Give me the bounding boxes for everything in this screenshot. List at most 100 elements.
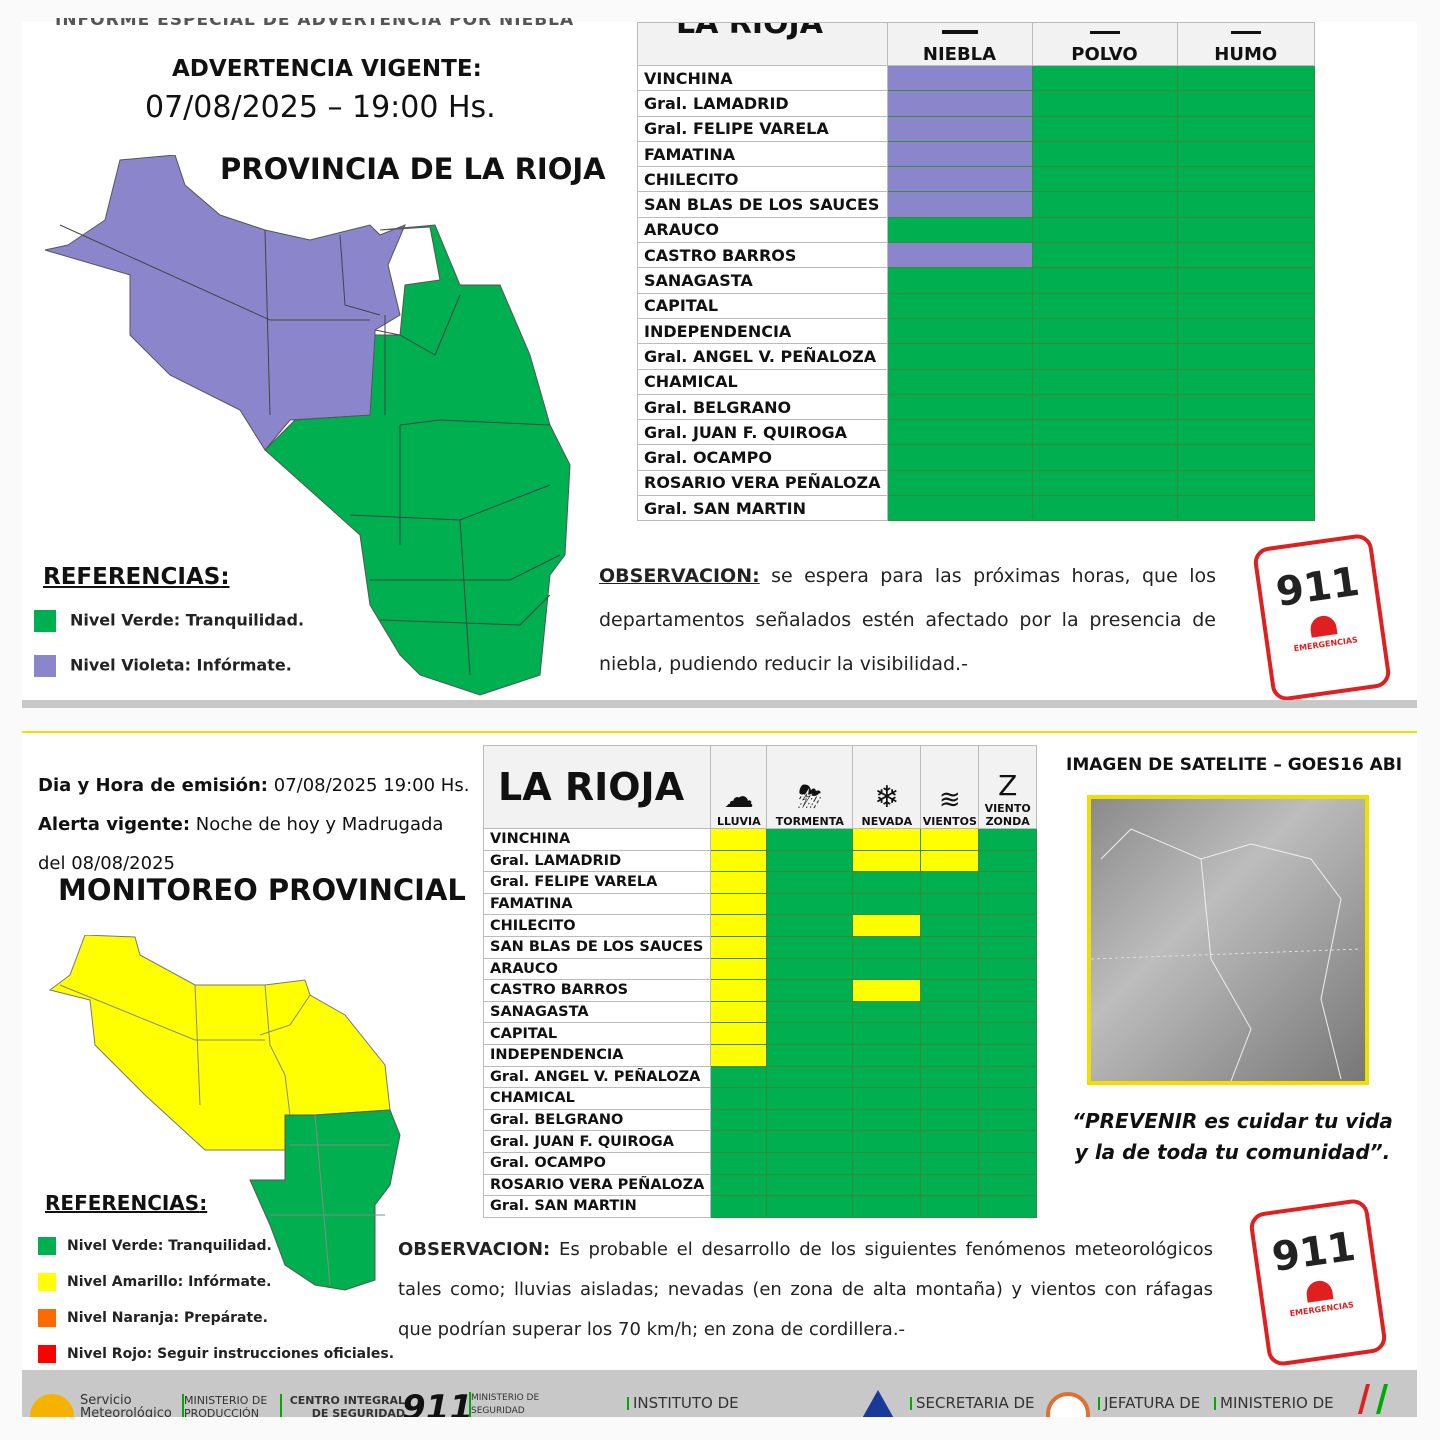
alert-value: Noche de hoy y Madrugada del 08/08/2025: [38, 814, 444, 874]
level-cell-green: [852, 1000, 922, 1024]
level-cell-green: [920, 935, 980, 959]
department-name: VINCHINA: [482, 828, 712, 851]
level-cell-violet: [886, 242, 1033, 269]
level-cell-green: [852, 1173, 922, 1197]
department-name: Gral. BELGRANO: [637, 393, 888, 421]
emission-label: Dia y Hora de emisión:: [38, 775, 269, 796]
alert-label: Alerta vigente:: [38, 814, 191, 835]
table-row: Gral. OCAMPO: [637, 444, 1315, 471]
col-humo: HUMO: [1176, 22, 1315, 66]
department-name: Gral. LAMADRID: [482, 849, 712, 873]
level-cell-green: [978, 914, 1037, 937]
satellite-title: IMAGEN DE SATELITE – GOES16 ABI: [1066, 755, 1403, 775]
department-name: CAPITAL: [637, 292, 888, 319]
level-cell-green: [852, 1065, 922, 1089]
reference-label: Nivel Naranja: Prepárate.: [67, 1310, 268, 1326]
level-cell-green: [1031, 115, 1178, 142]
level-cell-green: [1031, 90, 1178, 117]
level-cell-green: [766, 979, 854, 1002]
table-row: CASTRO BARROS: [637, 242, 1315, 269]
level-cell-green: [886, 292, 1033, 319]
department-name: CHILECITO: [637, 166, 888, 193]
level-cell-green: [978, 1065, 1037, 1089]
level-cell-green: [1031, 166, 1178, 193]
level-cell-green: [1176, 267, 1315, 294]
snowflake-icon: ❄: [874, 780, 900, 815]
table-row: VINCHINA: [482, 828, 1037, 851]
level-cell-green: [978, 1108, 1037, 1132]
table-title-text: LA RIOJA: [498, 765, 685, 809]
level-cell-green: [766, 1173, 854, 1197]
level-cell-green: [978, 1000, 1037, 1024]
table-row: SAN BLAS DE LOS SAUCES: [637, 191, 1315, 218]
level-cell-green: [978, 1195, 1037, 1218]
logo-secretaria: SECRETARIA DE: [910, 1396, 1035, 1411]
level-cell-green: [920, 871, 980, 894]
level-cell-green: [852, 957, 922, 981]
level-cell-green: [1176, 469, 1315, 497]
table-row: Gral. SAN MARTIN: [482, 1195, 1037, 1218]
level-cell-green: [1176, 115, 1315, 142]
level-cell-green: [886, 317, 1033, 345]
department-name: Gral. JUAN F. QUIROGA: [637, 419, 888, 446]
violet-swatch: [34, 655, 56, 677]
footer-logos: Servicio Meteorológico MINISTERIO DE PRO…: [22, 1370, 1417, 1417]
table-row: Gral. FELIPE VARELA: [482, 871, 1037, 894]
level-cell-yellow: [710, 828, 768, 851]
level-cell-green: [978, 979, 1037, 1002]
level-cell-green: [766, 1065, 854, 1089]
level-cell-green: [920, 1087, 980, 1110]
badge-text: EMERGENCIAS: [1289, 1300, 1355, 1319]
department-name: Gral. SAN MARTIN: [637, 495, 888, 522]
level-cell-green: [852, 1195, 922, 1218]
smoke-icon: [1230, 30, 1261, 34]
level-cell-yellow: [710, 871, 768, 894]
level-cell-green: [766, 849, 854, 873]
department-name: CASTRO BARROS: [482, 979, 712, 1002]
department-name: Gral. SAN MARTIN: [482, 1195, 712, 1218]
level-cell-green: [920, 1130, 980, 1153]
level-cell-green: [766, 1087, 854, 1110]
satellite-outline: [1090, 828, 1362, 1082]
level-cell-green: [920, 1043, 980, 1067]
department-name: Gral. LAMADRID: [637, 90, 888, 117]
level-cell-green: [852, 1087, 922, 1110]
level-cell-green: [1176, 191, 1315, 218]
level-cell-green: [920, 979, 980, 1002]
level-cell-green: [886, 469, 1033, 497]
level-cell-green: [1176, 166, 1315, 193]
level-cell-green: [1031, 495, 1178, 522]
reference-label: Nivel Verde: Tranquilidad.: [67, 1238, 272, 1254]
logo-text: Servicio Meteorológico: [80, 1393, 172, 1417]
level-cell-green: [920, 1151, 980, 1175]
department-name: ROSARIO VERA PEÑALOZA: [482, 1173, 712, 1197]
level-cell-green: [710, 1087, 768, 1110]
level-cell-green: [978, 1043, 1037, 1067]
level-cell-green: [766, 957, 854, 981]
table-row: Gral. LAMADRID: [637, 90, 1315, 117]
level-cell-green: [978, 871, 1037, 894]
smn-icon: [30, 1394, 74, 1417]
level-cell-green: [1176, 343, 1315, 370]
level-cell-green: [766, 935, 854, 959]
level-cell-green: [766, 828, 854, 851]
table-row: CHILECITO: [482, 914, 1037, 937]
department-name: Gral. FELIPE VARELA: [637, 115, 888, 142]
orange-swatch: [38, 1309, 56, 1327]
col-label: NIEBLA: [922, 44, 997, 65]
table-row: CHAMICAL: [482, 1087, 1037, 1110]
level-cell-green: [886, 393, 1033, 421]
level-cell-green: [766, 892, 854, 916]
table-row: Gral. OCAMPO: [482, 1151, 1037, 1175]
siren-icon: [1304, 1279, 1334, 1303]
level-cell-green: [1031, 64, 1178, 92]
level-cell-green: [978, 1151, 1037, 1175]
reference-label: Nivel Rojo: Seguir instrucciones oficial…: [67, 1346, 395, 1362]
col-label: VIENTO ZONDA: [984, 802, 1031, 828]
emission-info: Dia y Hora de emisión: 07/08/2025 19:00 …: [38, 766, 473, 883]
level-cell-green: [1031, 267, 1178, 294]
department-name: ARAUCO: [637, 216, 888, 244]
level-cell-green: [920, 892, 980, 916]
fog-icon: [941, 30, 978, 34]
level-cell-green: [1176, 317, 1315, 345]
